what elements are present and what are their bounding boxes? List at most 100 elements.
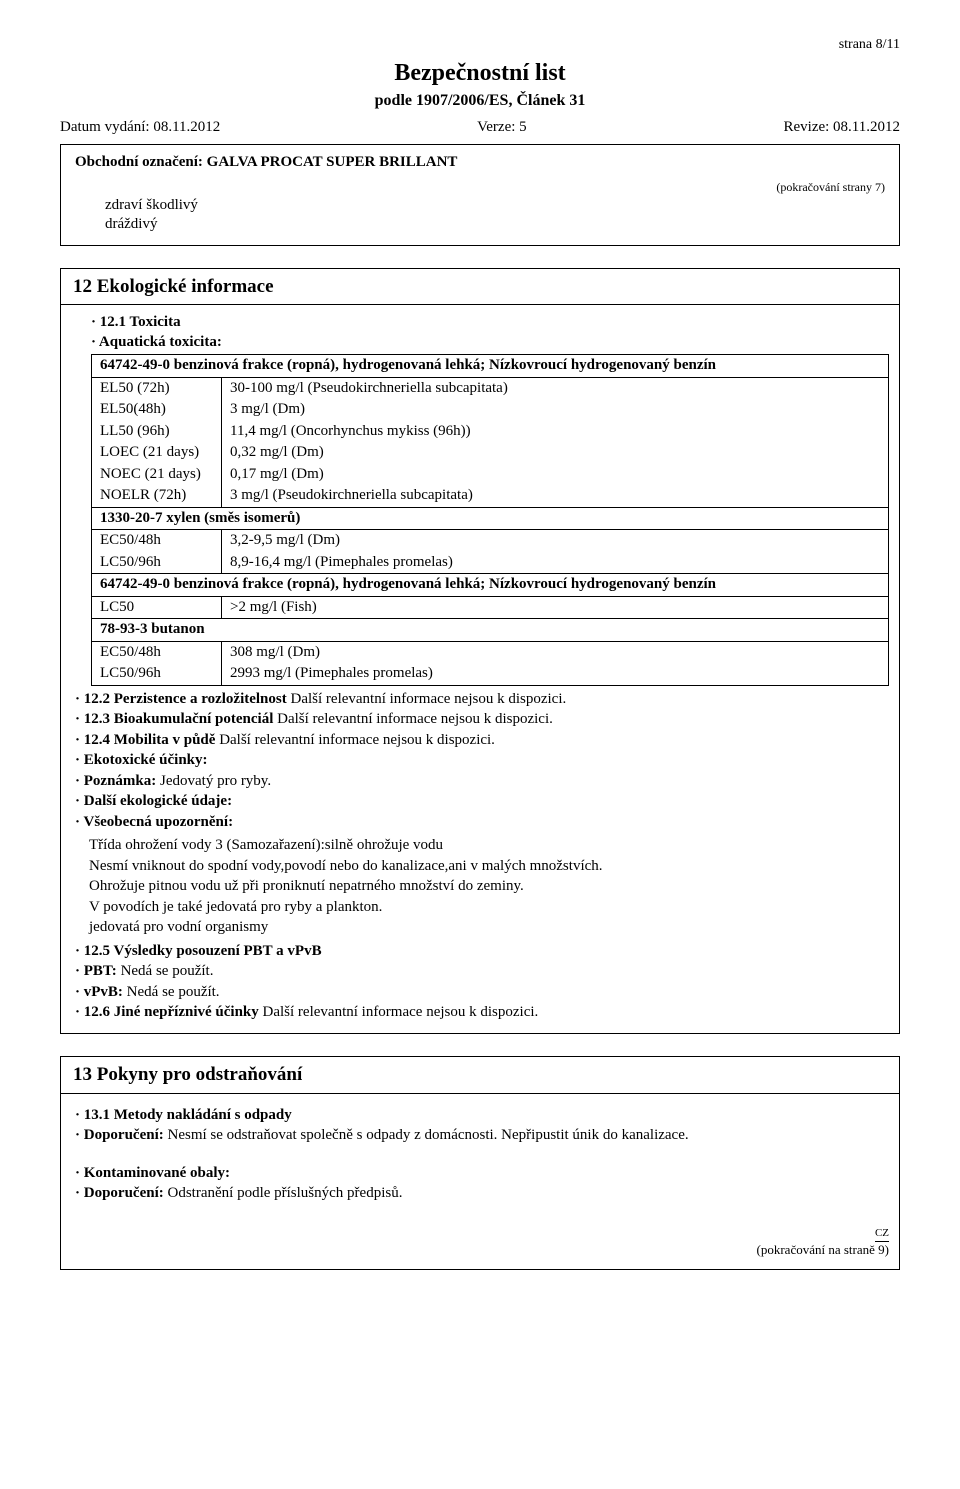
tox-param-cell: EC50/48h [92, 530, 222, 552]
note-line: · 12.3 Bioakumulační potenciál Další rel… [75, 710, 889, 730]
note-line: · Doporučení: Odstranění podle příslušný… [75, 1184, 889, 1204]
section-13: 13 Pokyny pro odstraňování · 13.1 Metody… [60, 1056, 900, 1270]
section-12: 12 Ekologické informace · 12.1 Toxicita … [60, 268, 900, 1034]
tox-param-cell: EL50(48h) [92, 399, 222, 421]
page-number: strana 8/11 [60, 36, 900, 54]
note-bold: · 12.3 Bioakumulační potenciál [75, 711, 277, 727]
revision: Revize: 08.11.2012 [783, 118, 900, 138]
tox-value-cell: >2 mg/l (Fish) [222, 596, 889, 619]
table-row: EL50(48h)3 mg/l (Dm) [92, 399, 889, 421]
note-line: · Doporučení: Nesmí se odstraňovat spole… [75, 1126, 889, 1146]
aquatic-label: · Aquatická toxicita: [91, 333, 889, 353]
note-bold: · Další ekologické údaje: [75, 793, 232, 809]
note-bold: · 12.4 Mobilita v půdě [75, 732, 219, 748]
note-bold: · Doporučení: [75, 1127, 168, 1143]
tox-value-cell: 3 mg/l (Pseudokirchneriella subcapitata) [222, 485, 889, 507]
tox-param-cell: NOELR (72h) [92, 485, 222, 507]
note-rest: Další relevantní informace nejsou k disp… [277, 711, 553, 727]
note-bold: · vPvB: [75, 984, 127, 1000]
note-rest: Další relevantní informace nejsou k disp… [263, 1004, 539, 1020]
tox-param-cell: LOEC (21 days) [92, 442, 222, 464]
table-row: NOEC (21 days)0,17 mg/l (Dm) [92, 464, 889, 486]
section-12-heading: 12 Ekologické informace [61, 269, 899, 306]
table-row: 64742-49-0 benzinová frakce (ropná), hyd… [92, 355, 889, 378]
tox-value-cell: 0,17 mg/l (Dm) [222, 464, 889, 486]
table-row: 78-93-3 butanon [92, 619, 889, 642]
toxicity-table: 64742-49-0 benzinová frakce (ropná), hyd… [91, 354, 889, 686]
tox-param-cell: LC50/96h [92, 552, 222, 574]
continuation-next: (pokračování na straně 9) [71, 1242, 889, 1259]
tox-value-cell: 308 mg/l (Dm) [222, 641, 889, 663]
note-line: jedovatá pro vodní organismy [89, 918, 889, 938]
meta-row: Datum vydání: 08.11.2012 Verze: 5 Revize… [60, 118, 900, 138]
note-bold: · Všeobecná upozornění: [75, 814, 233, 830]
health-line-1: zdraví škodlivý [105, 196, 885, 216]
header-box: Obchodní označení: GALVA PROCAT SUPER BR… [60, 144, 900, 246]
table-row: LC50/96h2993 mg/l (Pimephales promelas) [92, 663, 889, 685]
note-bold: · 12.5 Výsledky posouzení PBT a vPvB [75, 943, 322, 959]
tox-value-cell: 3,2-9,5 mg/l (Dm) [222, 530, 889, 552]
note-line: Třída ohrožení vody 3 (Samozařazení):sil… [89, 836, 889, 856]
toxicity-label: · 12.1 Toxicita [91, 313, 889, 333]
note-rest: Další relevantní informace nejsou k disp… [219, 732, 495, 748]
note-line: Ohrožuje pitnou vodu už při proniknutí n… [89, 877, 889, 897]
tox-value-cell: 0,32 mg/l (Dm) [222, 442, 889, 464]
note-line: · vPvB: Nedá se použít. [75, 983, 889, 1003]
table-row: LOEC (21 days)0,32 mg/l (Dm) [92, 442, 889, 464]
version: Verze: 5 [477, 118, 527, 138]
tox-header-cell: 78-93-3 butanon [92, 619, 889, 642]
tox-header-cell: 64742-49-0 benzinová frakce (ropná), hyd… [92, 355, 889, 378]
note-line: · Kontaminované obaly: [75, 1164, 889, 1184]
section-12-notes-2: · 12.5 Výsledky posouzení PBT a vPvB · PB… [75, 942, 889, 1023]
note-line: V povodích je také jedovatá pro ryby a p… [89, 898, 889, 918]
section-13-heading: 13 Pokyny pro odstraňování [61, 1057, 899, 1094]
tox-value-cell: 3 mg/l (Dm) [222, 399, 889, 421]
tox-param-cell: EC50/48h [92, 641, 222, 663]
table-row: EL50 (72h)30-100 mg/l (Pseudokirchneriel… [92, 377, 889, 399]
tox-param-cell: LL50 (96h) [92, 421, 222, 443]
table-row: LC50>2 mg/l (Fish) [92, 596, 889, 619]
section-13-lines-2: · Kontaminované obaly: · Doporučení: Odst… [75, 1164, 889, 1204]
tox-value-cell: 2993 mg/l (Pimephales promelas) [222, 663, 889, 685]
table-row: EC50/48h3,2-9,5 mg/l (Dm) [92, 530, 889, 552]
general-warnings: Třída ohrožení vody 3 (Samozařazení):sil… [75, 836, 889, 938]
note-line: · 12.5 Výsledky posouzení PBT a vPvB [75, 942, 889, 962]
table-row: 64742-49-0 benzinová frakce (ropná), hyd… [92, 574, 889, 597]
note-rest: Nesmí se odstraňovat společně s odpady z… [168, 1127, 689, 1143]
tox-value-cell: 11,4 mg/l (Oncorhynchus mykiss (96h)) [222, 421, 889, 443]
note-line: · Ekotoxické účinky: [75, 751, 889, 771]
tox-value-cell: 30-100 mg/l (Pseudokirchneriella subcapi… [222, 377, 889, 399]
note-bold: · Kontaminované obaly: [75, 1165, 230, 1181]
note-bold: · Doporučení: [75, 1185, 168, 1201]
note-rest: Nedá se použít. [121, 963, 214, 979]
tox-param-cell: LC50/96h [92, 663, 222, 685]
table-row: LC50/96h8,9-16,4 mg/l (Pimephales promel… [92, 552, 889, 574]
tox-value-cell: 8,9-16,4 mg/l (Pimephales promelas) [222, 552, 889, 574]
note-bold: · Ekotoxické účinky: [75, 752, 208, 768]
note-rest: Jedovatý pro ryby. [160, 773, 271, 789]
note-bold: · 12.6 Jiné nepříznivé účinky [75, 1004, 263, 1020]
tox-param-cell: NOEC (21 days) [92, 464, 222, 486]
note-line: · Všeobecná upozornění: [75, 813, 889, 833]
note-rest: Nedá se použít. [127, 984, 220, 1000]
table-row: NOELR (72h)3 mg/l (Pseudokirchneriella s… [92, 485, 889, 507]
note-bold: · PBT: [75, 963, 121, 979]
tox-param-cell: LC50 [92, 596, 222, 619]
note-bold: · 12.2 Perzistence a rozložitelnost [75, 691, 291, 707]
section-12-notes: · 12.2 Perzistence a rozložitelnost Dalš… [75, 690, 889, 833]
note-line: · PBT: Nedá se použít. [75, 962, 889, 982]
tox-header-cell: 1330-20-7 xylen (směs isomerů) [92, 507, 889, 530]
doc-subtitle: podle 1907/2006/ES, Článek 31 [60, 91, 900, 112]
note-line: · 13.1 Metody nakládání s odpady [75, 1106, 889, 1126]
doc-title: Bezpečnostní list [60, 58, 900, 89]
note-bold: · Poznámka: [75, 773, 160, 789]
note-line: · 12.6 Jiné nepříznivé účinky Další rele… [75, 1003, 889, 1023]
note-line: Nesmí vniknout do spodní vody,povodí neb… [89, 857, 889, 877]
trade-name: Obchodní označení: GALVA PROCAT SUPER BR… [75, 153, 885, 173]
note-line: · Poznámka: Jedovatý pro ryby. [75, 772, 889, 792]
date-issued: Datum vydání: 08.11.2012 [60, 118, 220, 138]
note-rest: Další relevantní informace nejsou k disp… [291, 691, 567, 707]
continuation-prev: (pokračování strany 7) [75, 180, 885, 196]
note-rest: Odstranění podle příslušných předpisů. [168, 1185, 403, 1201]
tox-param-cell: EL50 (72h) [92, 377, 222, 399]
